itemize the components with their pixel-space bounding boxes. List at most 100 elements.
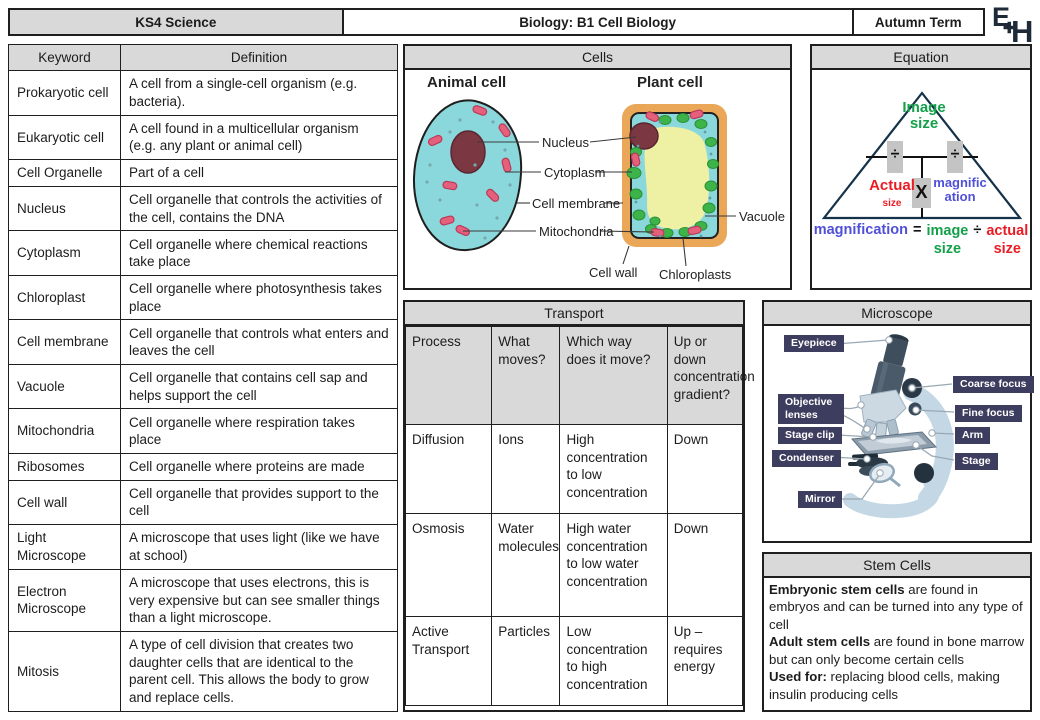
table-row: Cell wall Cell organelle that provides su… <box>8 479 398 526</box>
process-cell: Active Transport <box>404 616 493 706</box>
table-row: Cell Organelle Part of a cell <box>8 159 398 187</box>
what-moves-cell: Ions <box>491 424 561 514</box>
condenser-label: Condenser <box>772 450 841 468</box>
col-header-gradient: Up or down concentration gradient? <box>666 326 755 425</box>
stem-cells-line: Embryonic stem cells are found in embryo… <box>769 582 1023 632</box>
transport-panel: Transport Process What moves? Which way … <box>403 300 755 712</box>
definition-cell: Cell organelle that controls the activit… <box>120 185 398 232</box>
school-logo: E H ✚ <box>990 2 1038 50</box>
triangle-magnification: magnific ation <box>933 175 987 204</box>
keyword-cell: Nucleus <box>8 185 121 232</box>
col-header-what-moves: What moves? <box>491 326 561 425</box>
keyword-cell: Electron Microscope <box>8 568 121 632</box>
microscope-graphic <box>831 334 955 519</box>
formula-actual-size: actual size <box>986 223 1029 258</box>
which-way-cell: High water concentration to low water co… <box>559 513 668 617</box>
keyword-cell: Prokaryotic cell <box>8 70 121 116</box>
header-term: Autumn Term <box>853 10 983 34</box>
stage-clip-label: Stage clip <box>778 427 842 445</box>
magnification-formula: magnification = image size ÷ actual size <box>812 222 1030 258</box>
process-cell: Osmosis <box>404 513 493 617</box>
triangle-image-size: Image size <box>902 99 946 132</box>
mitochondria-label: Mitochondria <box>539 224 614 239</box>
table-header-row: Keyword Definition <box>8 44 398 71</box>
col-header-definition: Definition <box>120 44 398 71</box>
formula-image-size: image size <box>926 223 969 258</box>
mirror-label: Mirror <box>798 491 843 509</box>
gradient-cell: Down <box>666 513 744 617</box>
arm-label: Arm <box>955 427 991 445</box>
objective-lenses-label: Objective lenses <box>778 394 844 425</box>
eyepiece-label: Eyepiece <box>784 335 844 353</box>
col-header-keyword: Keyword <box>8 44 121 71</box>
keyword-cell: Vacuole <box>8 363 121 410</box>
vacuole-label: Vacuole <box>739 209 786 224</box>
which-way-cell: Low concentration to high concentration <box>559 616 668 706</box>
divide-sign-left: ÷ <box>890 146 900 163</box>
transport-panel-title: Transport <box>405 302 743 326</box>
definition-cell: A microscope that uses light (like we ha… <box>120 524 398 570</box>
definition-cell: A microscope that uses electrons, this i… <box>120 568 398 632</box>
definition-cell: Cell organelle where chemical reactions … <box>120 230 398 276</box>
triangle-actual-size: Actual size <box>869 177 915 209</box>
keyword-cell: Cytoplasm <box>8 230 121 276</box>
keyword-cell: Ribosomes <box>8 452 121 481</box>
table-row: Osmosis Water molecules High water conce… <box>404 513 744 617</box>
table-row: Nucleus Cell organelle that controls the … <box>8 185 398 232</box>
definition-cell: Cell organelle where photosynthesis take… <box>120 274 398 321</box>
table-row: Light Microscope A microscope that uses l… <box>8 524 398 570</box>
keyword-cell: Cell wall <box>8 479 121 526</box>
microscope-panel: Microscope <box>762 300 1034 543</box>
definition-cell: Cell organelle that controls what enters… <box>120 319 398 365</box>
what-moves-cell: Particles <box>491 616 561 706</box>
table-row: Eukaryotic cell A cell found in a multice… <box>8 114 398 161</box>
cell-diagram-graphic <box>412 99 736 267</box>
multiply-sign: X <box>915 182 928 202</box>
cell-wall-label: Cell wall <box>589 265 638 280</box>
equation-panel: Equation Image size ÷ ÷ Actual size X magn… <box>810 44 1032 290</box>
transport-header-row: Process What moves? Which way does it mo… <box>404 326 755 425</box>
formula-triangle-graphic <box>821 91 1023 220</box>
cell-diagrams: Animal cell Plant cell Nucleus Cytoplasm… <box>405 70 790 288</box>
definition-cell: A type of cell division that creates two… <box>120 630 398 713</box>
formula-divide-sign: ÷ <box>973 222 982 238</box>
keyword-cell: Cell membrane <box>8 319 121 365</box>
table-row: Chloroplast Cell organelle where photosyn… <box>8 274 398 321</box>
keyword-cell: Mitochondria <box>8 408 121 454</box>
process-cell: Diffusion <box>404 424 493 514</box>
cross-icon: ✚ <box>1003 20 1016 37</box>
table-row: Cytoplasm Cell organelle where chemical r… <box>8 230 398 276</box>
keyword-cell: Cell Organelle <box>8 159 121 187</box>
plant-cell-title: Plant cell <box>637 74 703 91</box>
equation-panel-title: Equation <box>812 46 1030 70</box>
definition-cell: Cell organelle where proteins are made <box>120 452 398 481</box>
definition-cell: Cell organelle that contains cell sap an… <box>120 363 398 410</box>
definition-cell: Part of a cell <box>120 159 398 187</box>
definition-cell: A cell found in a multicellular organism… <box>120 114 398 161</box>
header-title: Biology: B1 Cell Biology <box>343 10 854 34</box>
logo-letter-h: H <box>1011 14 1034 49</box>
keyword-cell: Eukaryotic cell <box>8 114 121 161</box>
stem-cells-line: Used for: replacing blood cells, making … <box>769 669 1000 702</box>
cells-panel: Cells <box>403 44 792 290</box>
animal-cell-title: Animal cell <box>427 74 507 91</box>
transport-table: Process What moves? Which way does it mo… <box>404 326 755 706</box>
definition-cell: Cell organelle where respiration takes p… <box>120 408 398 454</box>
stem-cells-panel: Stem Cells Embryonic stem cells are foun… <box>762 552 1032 712</box>
keyword-definition-table: Keyword Definition Prokaryotic cell A cel… <box>8 44 398 713</box>
microscope-diagram: Eyepiece Objective lenses Stage clip Con… <box>764 326 1034 542</box>
cytoplasm-label: Cytoplasm <box>544 165 606 180</box>
definition-cell: A cell from a single-cell organism (e.g.… <box>120 70 398 116</box>
microscope-panel-title: Microscope <box>764 302 1030 326</box>
magnification-triangle: Image size ÷ ÷ Actual size X magnific ation… <box>812 70 1030 288</box>
col-header-which-way: Which way does it move? <box>559 326 668 425</box>
stem-cells-text: Embryonic stem cells are found in embryo… <box>764 578 1030 706</box>
table-row: Active Transport Particles Low concentra… <box>404 616 744 706</box>
col-header-process: Process <box>404 326 493 425</box>
divide-sign-right: ÷ <box>950 146 960 163</box>
logo-letter-e: E <box>992 2 1011 32</box>
definition-cell: Cell organelle that provides support to … <box>120 479 398 526</box>
table-row: Diffusion Ions High concentration to low… <box>404 424 744 514</box>
gradient-cell: Down <box>666 424 744 514</box>
which-way-cell: High concentration to low concentration <box>559 424 668 514</box>
